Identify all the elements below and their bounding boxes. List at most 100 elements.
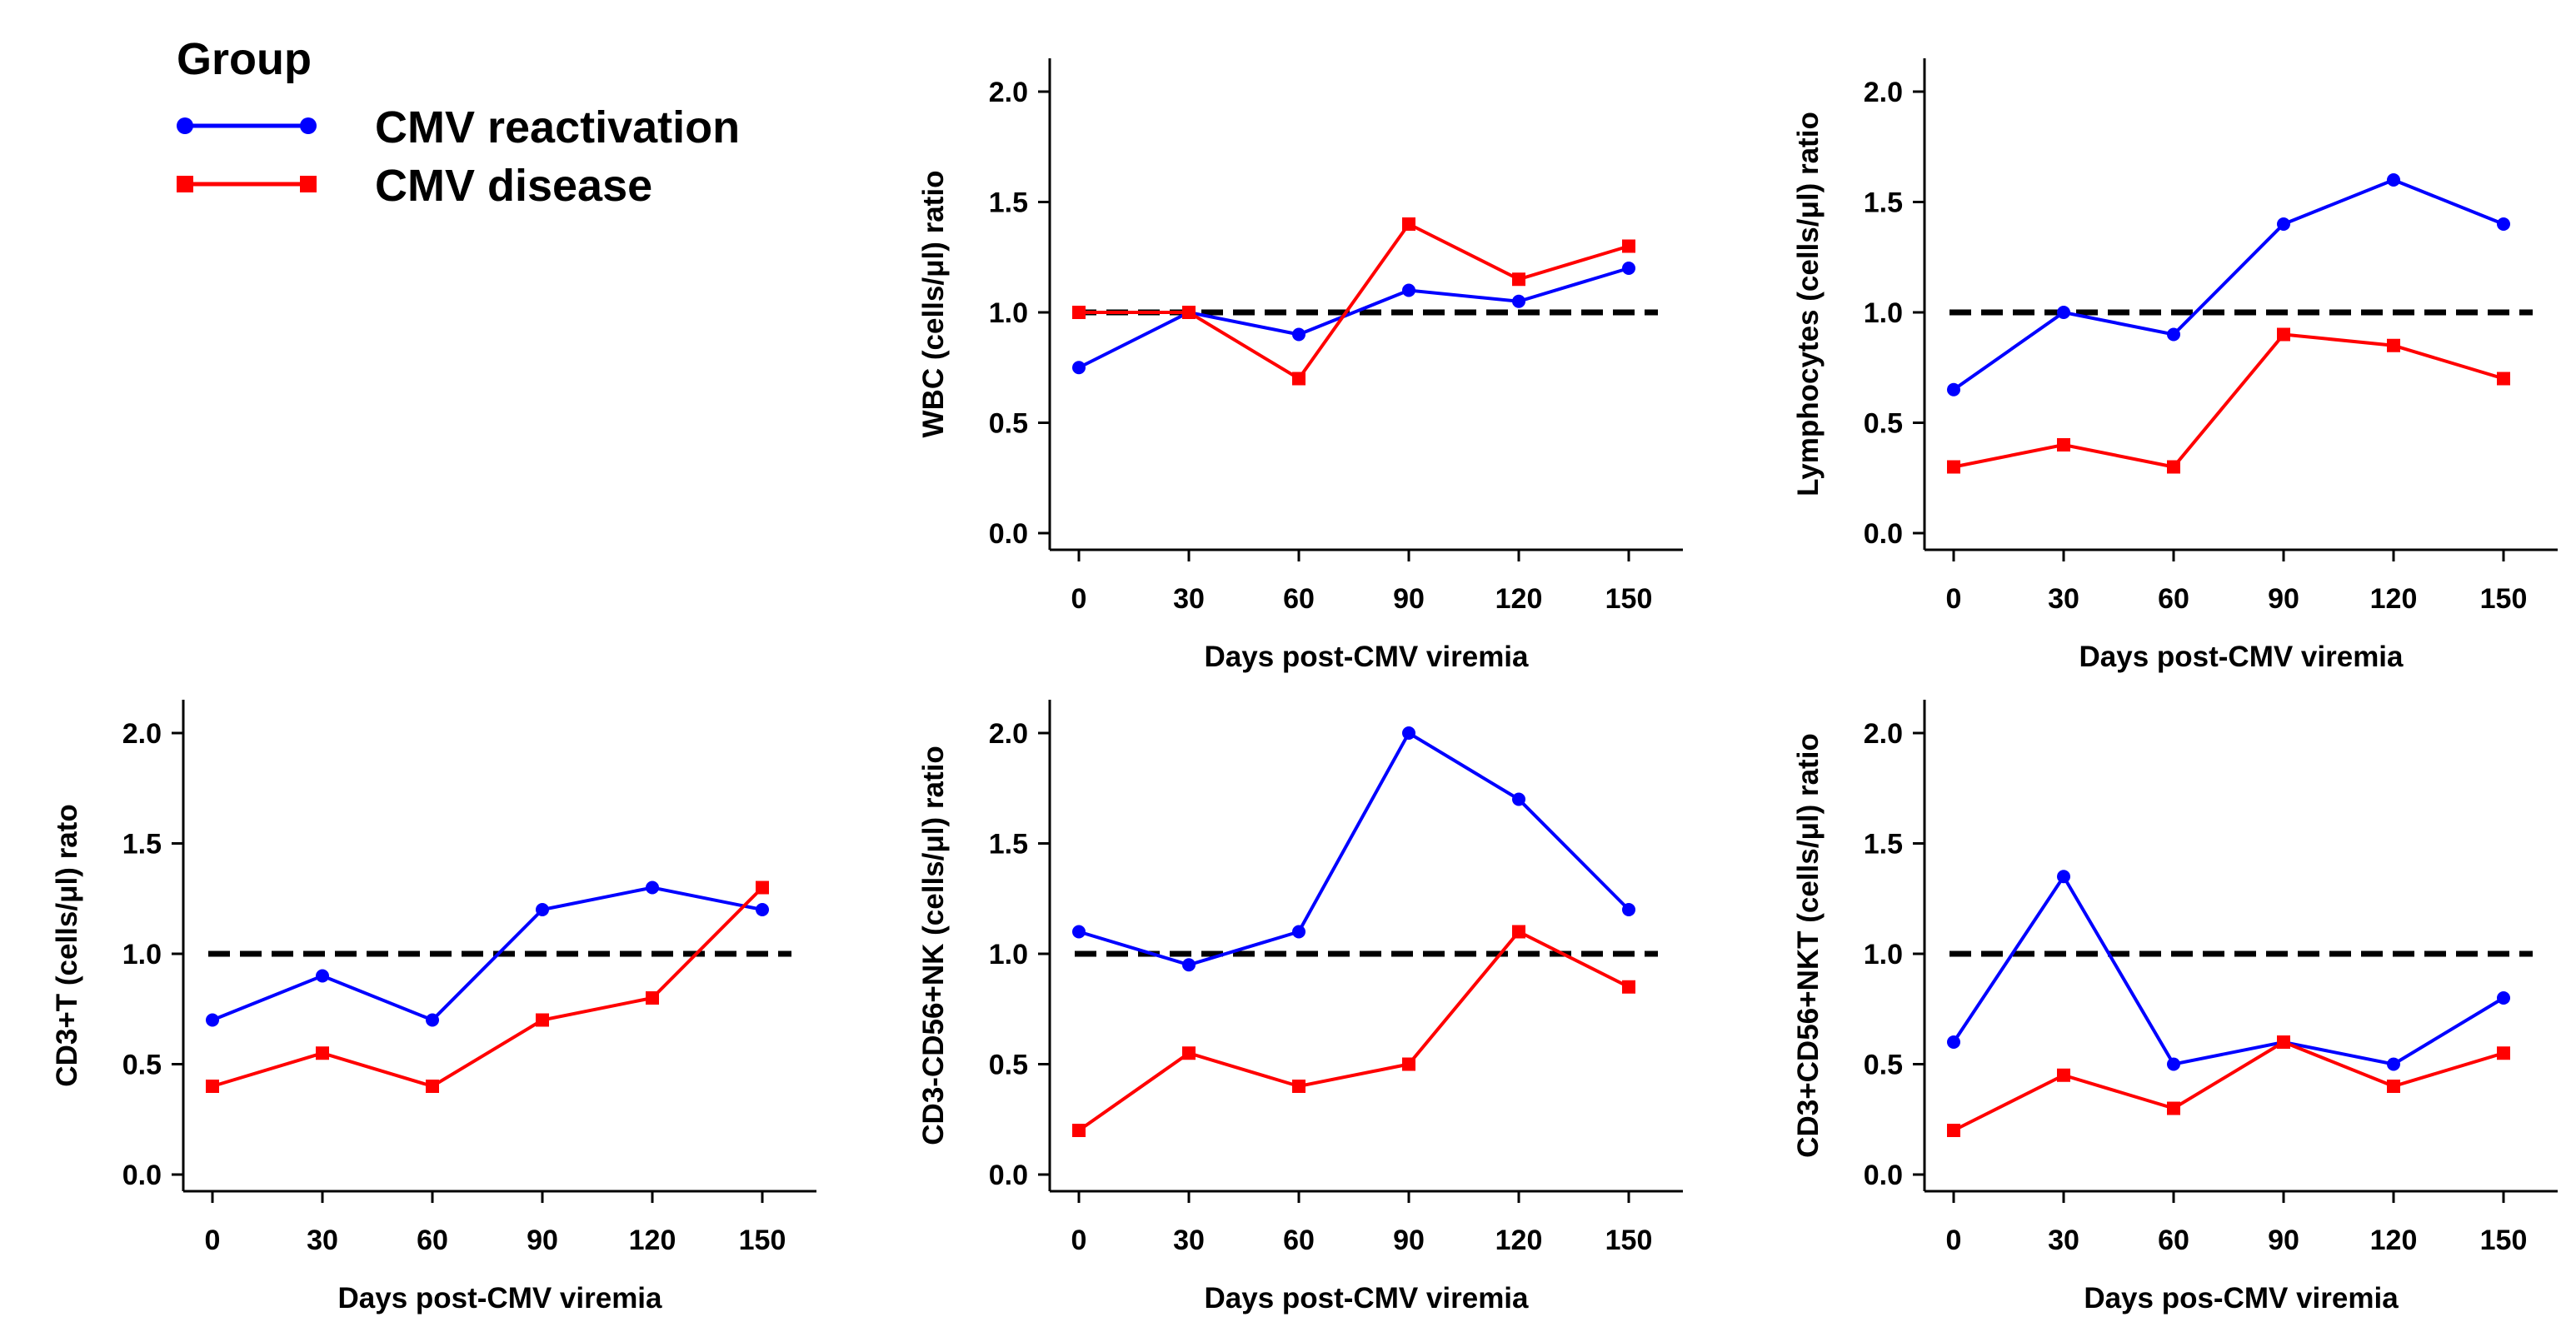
nk-x-tick-label: 90 [1393, 1225, 1425, 1256]
legend-label-disease: CMV disease [375, 161, 653, 211]
nkt-line-disease [1953, 1040, 2504, 1132]
cd3t-point-reactivation [206, 1013, 219, 1027]
nk-y-axis-title: CD3-CD56+NK (cells/μl) ratio [917, 746, 950, 1145]
lymphocytes-y-tick-label: 1.5 [1864, 187, 1903, 219]
nkt-line-reactivation [1952, 873, 2505, 1066]
nk-line-reactivation [1078, 731, 1630, 967]
chart-wbc: 0.0 0.5 1.0 1.5 2.0 0 30 60 90 120 150 Days post-CM… [917, 58, 1683, 673]
nk-point-reactivation [1512, 792, 1525, 806]
panel-nk: 0.0 0.5 1.0 1.5 2.0 0 30 60 90 120 150 Days post-CM… [883, 675, 1716, 1315]
nk-point-reactivation [1292, 925, 1305, 939]
cd3t-point-disease [206, 1080, 219, 1093]
wbc-x-tick-label: 120 [1495, 583, 1543, 615]
legend: Group CMV reactivation CMV disease [167, 33, 833, 217]
lymphocytes-point-reactivation [2497, 217, 2510, 231]
nk-x-tick-label: 30 [1173, 1225, 1205, 1256]
wbc-point-disease [1182, 306, 1196, 319]
cd3t-x-tick-label: 30 [307, 1225, 338, 1256]
cd3t-x-tick-label: 60 [417, 1225, 448, 1256]
wbc-x-tick-label: 60 [1283, 583, 1315, 615]
lymphocytes-x-tick-label: 30 [2048, 583, 2079, 615]
cd3t-x-tick-label: 150 [739, 1225, 786, 1256]
nkt-point-disease [2167, 1101, 2180, 1115]
nkt-x-axis-title: Days pos-CMV viremia [2084, 1282, 2399, 1315]
legend-title: Group [177, 34, 312, 84]
cd3t-point-disease [646, 991, 659, 1005]
nkt-point-reactivation [2497, 991, 2510, 1005]
cd3t-point-reactivation [316, 969, 329, 983]
lymphocytes-x-tick-label: 0 [1946, 583, 1962, 615]
legend-marker-disease [177, 176, 317, 192]
lymphocytes-point-disease [2277, 327, 2290, 342]
wbc-point-disease [1622, 239, 1635, 253]
lymphocytes-x-axis-title: Days post-CMV viremia [2079, 641, 2404, 673]
wbc-x-tick-label: 30 [1173, 583, 1205, 615]
cd3t-point-reactivation [536, 903, 549, 916]
chart-cd3t: 0.0 0.5 1.0 1.5 2.0 0 30 60 90 120 150 Days post-CM… [51, 700, 816, 1315]
nkt-point-reactivation [1947, 1035, 1960, 1049]
cd3t-point-disease [426, 1080, 439, 1093]
wbc-point-disease [1072, 306, 1086, 319]
wbc-y-tick-label: 1.0 [989, 297, 1028, 329]
panel-nkt: 0.0 0.5 1.0 1.5 2.0 0 30 60 90 120 150 Days pos-CMV… [1758, 675, 2574, 1315]
wbc-y-axis-title: WBC (cells/μl) ratio [917, 171, 950, 438]
nkt-point-disease [1947, 1124, 1960, 1137]
cd3t-x-tick-label: 90 [527, 1225, 558, 1256]
lymphocytes-x-tick-label: 150 [2480, 583, 2528, 615]
lymphocytes-point-disease [2497, 372, 2510, 386]
lymphocytes-point-disease [2387, 338, 2400, 352]
cd3t-x-tick-label: 0 [205, 1225, 221, 1256]
nk-y-tick-label: 1.0 [989, 939, 1028, 970]
nkt-y-tick-label: 1.5 [1864, 829, 1903, 861]
nkt-y-tick-label: 0.0 [1864, 1160, 1903, 1191]
wbc-x-tick-label: 0 [1071, 583, 1087, 615]
wbc-point-reactivation [1512, 294, 1525, 308]
wbc-point-reactivation [1402, 283, 1415, 297]
lymphocytes-y-tick-label: 1.0 [1864, 297, 1903, 329]
nk-point-disease [1622, 980, 1635, 994]
cd3t-x-tick-label: 120 [629, 1225, 676, 1256]
nk-point-disease [1402, 1057, 1415, 1071]
chart-nkt: 0.0 0.5 1.0 1.5 2.0 0 30 60 90 120 150 Days pos-CMV… [1792, 700, 2558, 1315]
lymphocytes-point-disease [1947, 460, 1960, 474]
legend-item-reactivation: CMV reactivation [167, 97, 816, 155]
panel-lymphocytes: 0.0 0.5 1.0 1.5 2.0 0 30 60 90 120 150 Days post-CM… [1758, 33, 2574, 673]
wbc-x-tick-label: 90 [1393, 583, 1425, 615]
nkt-point-disease [2497, 1046, 2510, 1060]
nkt-y-axis-title: CD3+CD56+NKT (cells/μl) ratio [1792, 733, 1825, 1158]
nk-point-disease [1512, 925, 1525, 939]
nk-point-reactivation [1622, 903, 1635, 916]
wbc-line-disease [1079, 222, 1630, 382]
panel-cd3t: 0.0 0.5 1.0 1.5 2.0 0 30 60 90 120 150 Days post-CM… [17, 675, 850, 1315]
chart-nk: 0.0 0.5 1.0 1.5 2.0 0 30 60 90 120 150 Days post-CM… [917, 700, 1683, 1315]
nk-point-reactivation [1182, 958, 1196, 972]
nkt-y-tick-label: 0.5 [1864, 1050, 1903, 1081]
wbc-x-axis-title: Days post-CMV viremia [1204, 641, 1529, 673]
lymphocytes-point-disease [2167, 460, 2180, 474]
nk-y-tick-label: 2.0 [989, 718, 1028, 750]
nk-point-disease [1292, 1080, 1305, 1093]
lymphocytes-x-tick-label: 60 [2158, 583, 2189, 615]
cd3t-point-reactivation [646, 880, 659, 895]
wbc-y-tick-label: 0.0 [989, 518, 1028, 550]
lymphocytes-y-tick-label: 0.0 [1864, 518, 1903, 550]
nkt-x-tick-label: 90 [2268, 1225, 2299, 1256]
wbc-y-tick-label: 1.5 [989, 187, 1028, 219]
lymphocytes-line-disease [1953, 332, 2504, 469]
nkt-point-disease [2277, 1035, 2290, 1049]
nkt-x-tick-label: 120 [2370, 1225, 2418, 1256]
nk-x-tick-label: 0 [1071, 1225, 1087, 1256]
wbc-point-disease [1402, 217, 1415, 231]
wbc-x-tick-label: 150 [1605, 583, 1653, 615]
cd3t-point-reactivation [756, 903, 769, 916]
wbc-line-reactivation [1078, 267, 1630, 370]
nk-point-disease [1182, 1046, 1196, 1060]
nkt-x-tick-label: 150 [2480, 1225, 2528, 1256]
lymphocytes-point-reactivation [2057, 306, 2070, 319]
nk-y-tick-label: 0.0 [989, 1160, 1028, 1191]
cd3t-y-tick-label: 1.5 [122, 829, 162, 861]
cd3t-point-reactivation [426, 1013, 439, 1027]
nk-x-tick-label: 60 [1283, 1225, 1315, 1256]
wbc-point-reactivation [1072, 361, 1086, 375]
